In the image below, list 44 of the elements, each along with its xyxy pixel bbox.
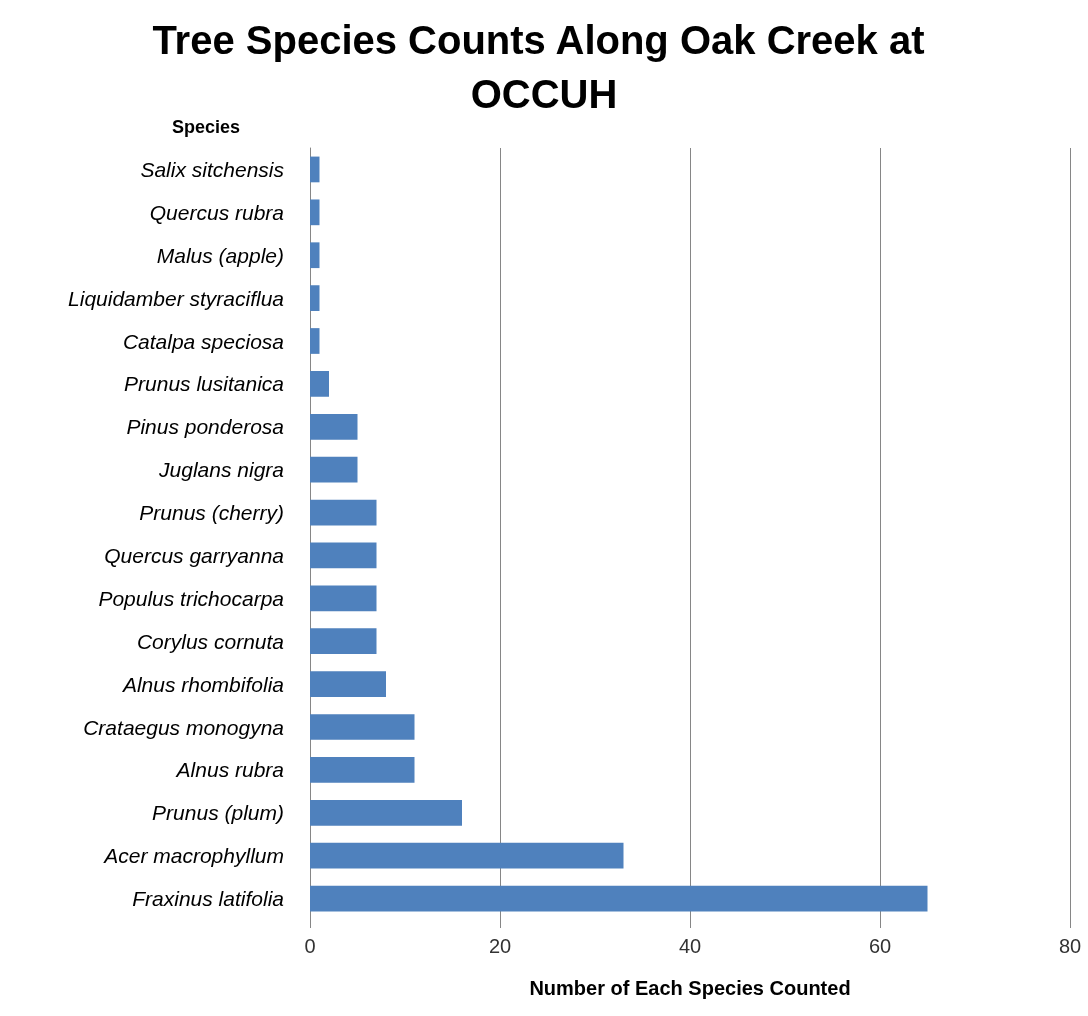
bar: [310, 799, 462, 826]
bar: [310, 328, 320, 354]
bar: [310, 585, 377, 612]
bar: [310, 628, 377, 655]
y-tick-label: Crataegus monogyna: [83, 715, 284, 739]
bar: [310, 285, 320, 311]
y-tick-label: Quercus garryanna: [104, 543, 284, 567]
bar: [310, 542, 377, 569]
y-axis-title: Species: [171, 117, 240, 137]
y-tick-label: Salix sitchensis: [140, 157, 285, 181]
y-tick-label: Alnus rhombifolia: [120, 672, 284, 696]
bar: [310, 156, 320, 183]
bar: [310, 757, 415, 783]
y-tick-label: Quercus rubra: [149, 200, 284, 224]
bar: [310, 199, 320, 226]
y-tick-label: Catalpa speciosa: [122, 329, 284, 353]
y-tick-label: Populus trichocarpa: [98, 586, 284, 610]
x-tick-label: 60: [868, 935, 892, 957]
y-tick-label: Prunus (cherry): [139, 501, 284, 525]
bar: [310, 242, 320, 269]
x-tick-label: 20: [488, 935, 512, 957]
y-tick-label: Juglans nigra: [158, 458, 284, 482]
y-tick-label: Malus (apple): [156, 243, 284, 267]
bar: [310, 714, 415, 740]
bar: [310, 456, 358, 483]
bar: [310, 371, 329, 397]
y-tick-label: Acer macrophyllum: [102, 844, 284, 868]
y-tick-label: Liquidamber styraciflua: [68, 286, 284, 310]
y-tick-label: Prunus lusitanica: [124, 372, 284, 396]
y-tick-label: Alnus rubra: [174, 758, 284, 782]
bar: [310, 885, 928, 912]
x-axis-title: Number of Each Species Counted: [529, 977, 851, 999]
x-tick-label: 0: [304, 935, 316, 957]
x-tick-label: 80: [1058, 935, 1082, 957]
bar: [310, 842, 624, 869]
chart-title: Tree Species Counts Along Oak Creek at OCCUH: [152, 18, 936, 116]
bar: [310, 499, 377, 526]
y-tick-label: Pinus ponderosa: [126, 415, 284, 439]
bar: [310, 413, 358, 440]
bar: [310, 671, 386, 697]
x-tick-label: 40: [678, 935, 702, 957]
y-tick-label: Fraxinus latifolia: [132, 887, 284, 911]
y-tick-label: Corylus cornuta: [136, 629, 284, 653]
y-tick-label: Prunus (plum): [152, 801, 284, 825]
